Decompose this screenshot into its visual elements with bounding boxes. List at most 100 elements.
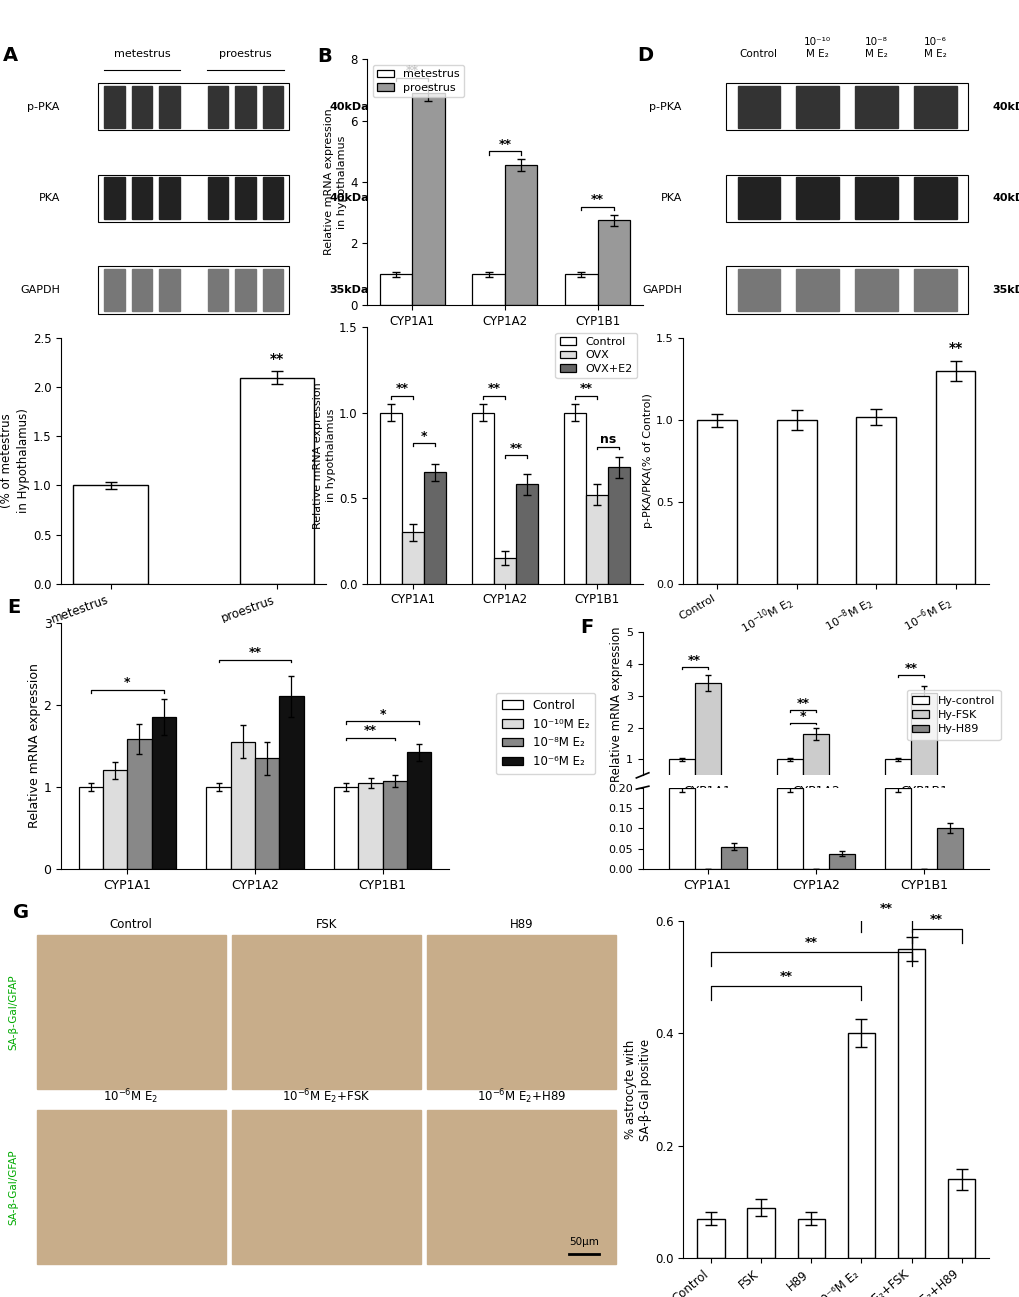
Bar — [737, 86, 780, 127]
Bar — [934, 371, 974, 584]
Bar — [208, 268, 228, 311]
Text: **: ** — [879, 903, 893, 916]
Bar — [776, 760, 802, 791]
Bar — [235, 268, 256, 311]
Bar — [565, 274, 597, 305]
Bar — [131, 86, 152, 127]
Text: E: E — [7, 598, 20, 617]
Text: **: ** — [270, 351, 283, 366]
Text: G: G — [13, 903, 29, 922]
Bar — [231, 935, 421, 1089]
Bar — [884, 787, 911, 869]
Legend: metestrus, proestrus: metestrus, proestrus — [372, 65, 464, 97]
Bar — [884, 760, 911, 791]
Text: $10^{-6}$M E$_2$: $10^{-6}$M E$_2$ — [103, 1088, 159, 1106]
Text: 35kDa: 35kDa — [991, 285, 1019, 296]
Bar — [911, 693, 936, 791]
Y-axis label: Relative mRNA expression
in hypothalamus: Relative mRNA expression in hypothalamus — [313, 383, 335, 529]
Bar — [726, 266, 967, 314]
Bar — [913, 178, 956, 219]
Bar — [472, 412, 493, 584]
Bar — [564, 412, 585, 584]
Y-axis label: p-PKA/PKA(% of Control): p-PKA/PKA(% of Control) — [643, 393, 652, 528]
Legend: Hy-control, Hy-FSK, Hy-H89: Hy-control, Hy-FSK, Hy-H89 — [906, 690, 1000, 741]
Bar — [855, 178, 897, 219]
Bar — [239, 377, 314, 584]
Text: F: F — [580, 619, 593, 637]
Bar — [726, 175, 967, 222]
Text: Control: Control — [739, 49, 777, 60]
Text: *: * — [379, 708, 385, 721]
Bar — [516, 485, 537, 584]
Y-axis label: p-PKA/PKA
(% of metestrus
in Hypothalamus): p-PKA/PKA (% of metestrus in Hypothalamu… — [0, 409, 30, 514]
Bar — [855, 86, 897, 127]
Text: **: ** — [688, 654, 700, 667]
Legend: Control, 10⁻¹⁰M E₂, 10⁻⁸M E₂, 10⁻⁶M E₂: Control, 10⁻¹⁰M E₂, 10⁻⁸M E₂, 10⁻⁶M E₂ — [495, 693, 595, 774]
Text: Control: Control — [110, 918, 153, 931]
Bar — [913, 86, 956, 127]
Text: FSK: FSK — [316, 918, 336, 931]
Bar — [208, 178, 228, 219]
Bar — [208, 86, 228, 127]
Bar — [401, 532, 424, 584]
Bar — [897, 949, 924, 1258]
Bar — [427, 1110, 615, 1265]
Bar — [104, 268, 125, 311]
Y-axis label: % astrocyte with
SA-β-Gal positive: % astrocyte with SA-β-Gal positive — [624, 1039, 651, 1140]
Text: 40kDa: 40kDa — [991, 101, 1019, 112]
Bar — [796, 178, 838, 219]
Text: **: ** — [579, 383, 592, 396]
Text: H89: H89 — [510, 918, 533, 931]
Bar — [697, 1219, 725, 1258]
Bar — [230, 742, 255, 869]
Text: **: ** — [904, 661, 917, 674]
Bar — [382, 781, 407, 869]
Text: A: A — [3, 47, 18, 65]
Legend: Control, OVX, OVX+E2: Control, OVX, OVX+E2 — [554, 332, 637, 379]
Text: ns: ns — [599, 433, 615, 446]
Y-axis label: Relative mRNA expression: Relative mRNA expression — [28, 663, 41, 829]
Text: **: ** — [364, 724, 377, 737]
Text: **: ** — [591, 193, 603, 206]
Text: 35kDa: 35kDa — [329, 285, 368, 296]
Bar — [947, 1179, 974, 1258]
Text: **: ** — [796, 696, 809, 709]
Bar — [936, 829, 963, 869]
Text: **: ** — [487, 383, 500, 396]
Bar — [98, 83, 289, 130]
Text: 40kDa: 40kDa — [991, 193, 1019, 204]
Bar — [828, 853, 854, 869]
Bar — [796, 86, 838, 127]
Text: SA-β-Gal/GFAP: SA-β-Gal/GFAP — [9, 1149, 18, 1224]
Text: **: ** — [929, 913, 943, 926]
Bar — [379, 412, 401, 584]
Text: B: B — [317, 47, 332, 66]
Bar — [668, 787, 694, 869]
Text: **: ** — [508, 442, 522, 455]
Bar — [159, 178, 179, 219]
Bar — [802, 734, 828, 791]
Text: **: ** — [249, 646, 261, 659]
Bar — [73, 485, 148, 584]
Text: p-PKA: p-PKA — [28, 101, 60, 112]
Bar — [597, 220, 630, 305]
Bar — [279, 696, 304, 869]
Bar — [855, 416, 895, 584]
Text: **: ** — [498, 137, 511, 150]
Bar — [206, 787, 230, 869]
Bar — [379, 274, 412, 305]
Text: 10⁻⁸
M E₂: 10⁻⁸ M E₂ — [864, 38, 888, 60]
Bar — [78, 787, 103, 869]
Bar — [131, 268, 152, 311]
Bar — [235, 178, 256, 219]
Bar — [159, 86, 179, 127]
Bar — [585, 494, 607, 584]
Bar — [697, 420, 737, 584]
Text: **: ** — [948, 341, 962, 354]
Bar — [737, 268, 780, 311]
Y-axis label: Relative mRNA expression
in hypothalamus: Relative mRNA expression in hypothalamus — [324, 109, 346, 256]
Text: 10⁻⁶
M E₂: 10⁻⁶ M E₂ — [923, 38, 946, 60]
Bar — [719, 847, 746, 869]
Bar — [427, 935, 615, 1089]
Bar — [472, 274, 504, 305]
